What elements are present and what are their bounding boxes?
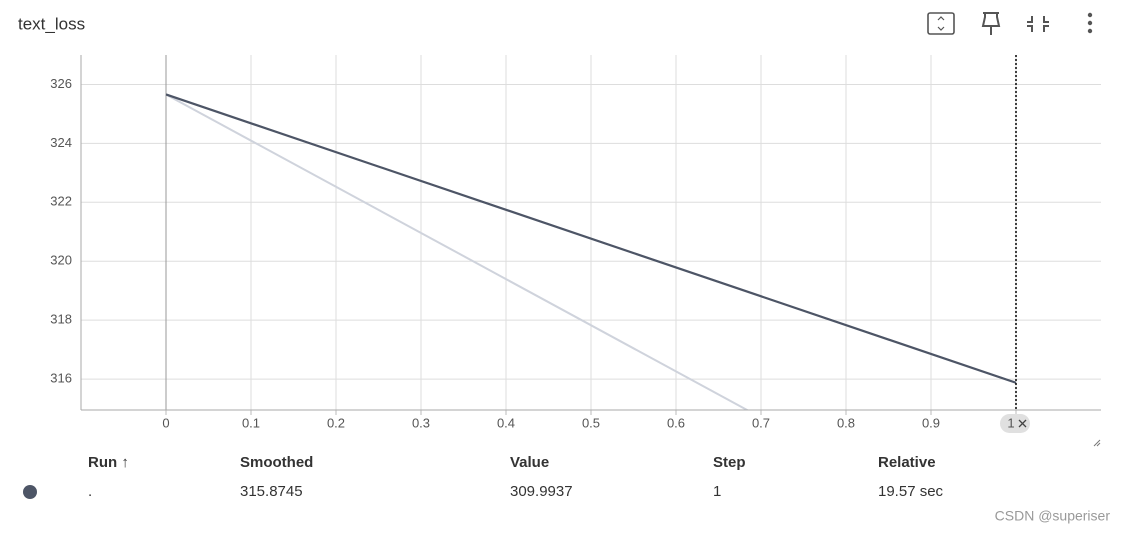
more-menu-button[interactable] [1087,12,1093,34]
pin-button[interactable] [981,12,1001,35]
hover-step-chip [1000,414,1030,433]
column-header: Smoothed [240,454,313,471]
grid [81,55,1101,410]
x-tick-label: 0.5 [582,415,600,430]
resize-handle[interactable] [1093,439,1101,447]
watermark: CSDN @superiser [995,508,1111,524]
x-tick-label: 0.2 [327,415,345,430]
column-header: Step [713,454,746,471]
fit-domain-button[interactable] [927,12,955,35]
table-cell: 19.57 sec [878,483,944,500]
chart-title: text_loss [18,14,85,33]
x-tick-label: 0.4 [497,415,515,430]
axes: 316 318 320 322 324 326 0 0.1 0.2 0.3 0.4 0.5 0.6 0.7… [50,55,1101,433]
x-tick-label: 0.7 [752,415,770,430]
column-header: Relative [878,454,936,471]
run-color-dot [23,485,37,499]
x-tick-label: 0.8 [837,415,855,430]
data-table: Run ↑ Smoothed Value Step Relative. 315.8745 3… [23,454,944,500]
series-line [165,93,750,410]
table-cell: 315.8745 [240,483,303,500]
x-tick-label: 0 [162,415,169,430]
table-cell: . [88,483,92,500]
hover-close-icon [1018,419,1027,428]
y-tick-label: 320 [50,253,72,268]
y-tick-label: 326 [50,76,72,91]
x-tick-label: 0.6 [667,415,685,430]
table-cell: 309.9937 [510,483,573,500]
y-tick-label: 324 [50,135,72,150]
plot-area [165,55,1017,410]
y-tick-label: 322 [50,194,72,209]
series-line [165,93,1017,384]
x-tick-label: 0.1 [242,415,260,430]
x-tick-label: 1 [1007,415,1014,430]
y-tick-label: 316 [50,371,72,386]
column-header: Value [510,454,549,471]
x-tick-label: 0.3 [412,415,430,430]
column-header: Run ↑ [88,454,129,471]
table-cell: 1 [713,483,721,500]
x-tick-label: 0.9 [922,415,940,430]
y-tick-label: 318 [50,312,72,327]
collapse-button[interactable] [1027,16,1049,32]
